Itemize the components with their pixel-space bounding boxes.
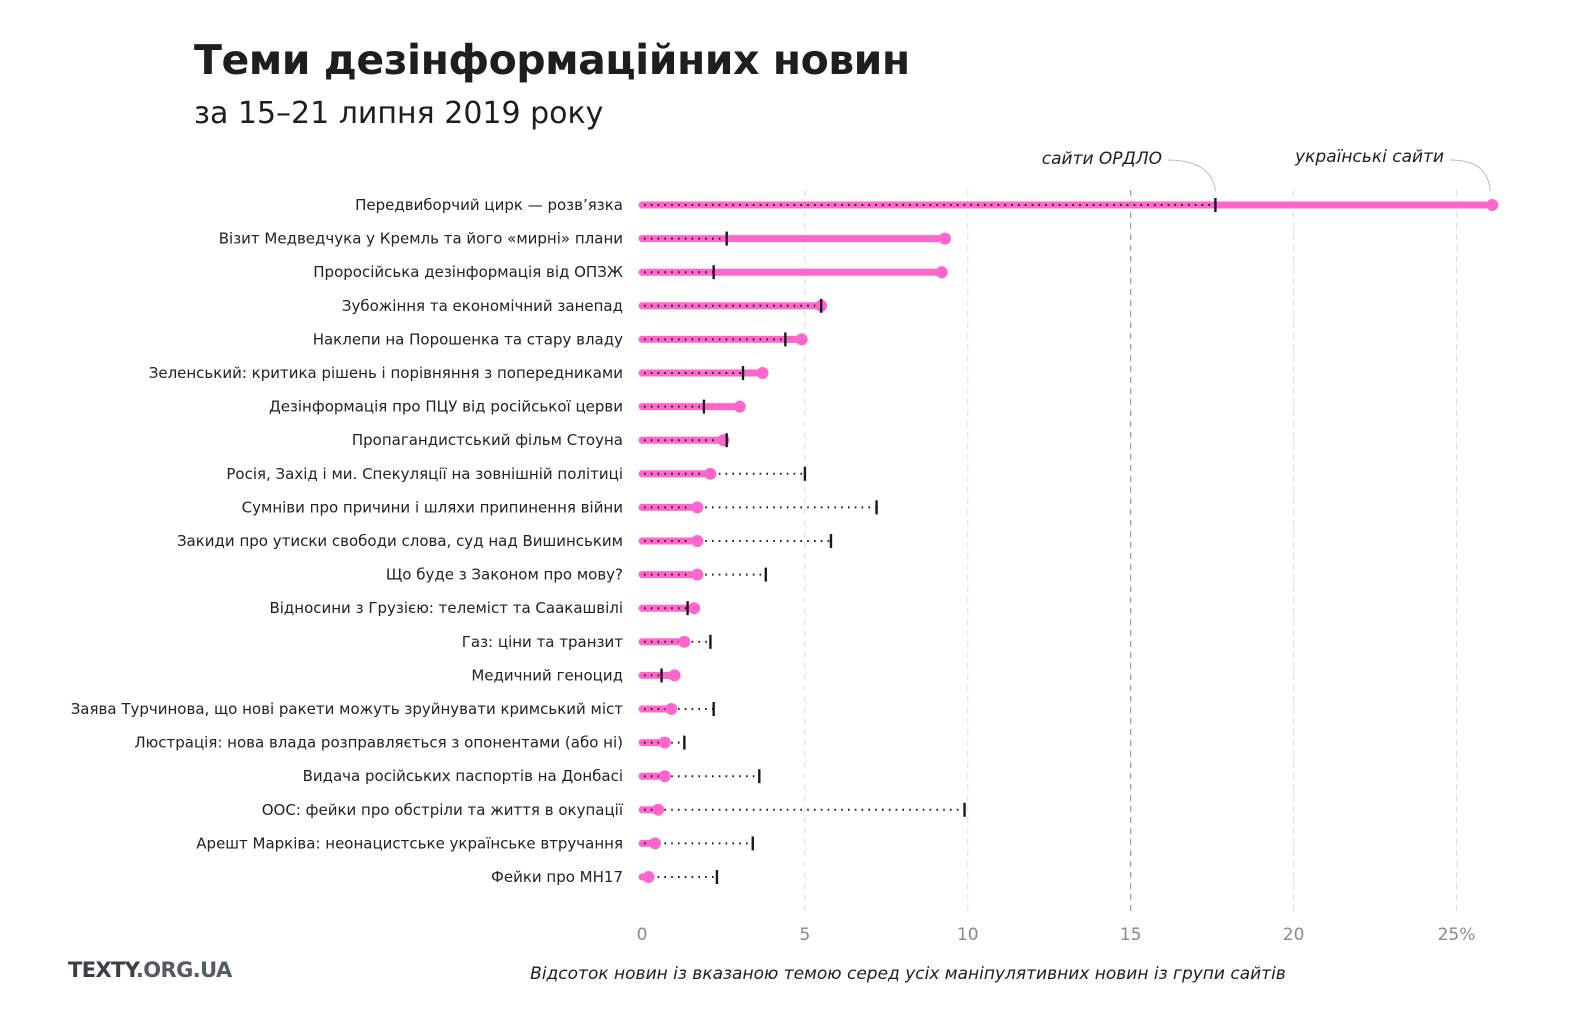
category-label: Заява Турчинова, що нові ракети можуть з…	[71, 700, 624, 718]
annotations: сайти ОРДЛО українські сайти	[1042, 147, 1491, 192]
data-row	[638, 332, 808, 347]
data-row	[638, 433, 730, 448]
grid-lines	[804, 190, 1457, 915]
chart-subtitle: за 15–21 липня 2019 року	[194, 96, 604, 131]
data-row	[638, 836, 754, 851]
category-label: Передвиборчий цирк — розв’язка	[355, 196, 623, 214]
ukrainian-point	[688, 602, 701, 615]
category-label: Пропагандистський фільм Стоуна	[352, 431, 623, 449]
category-label: Газ: ціни та транзит	[462, 633, 624, 651]
ukrainian-point	[691, 568, 704, 581]
data-row	[638, 668, 681, 683]
ukrainian-point	[665, 703, 678, 715]
data-row	[638, 702, 715, 716]
category-label: Наклепи на Порошенка та стару владу	[313, 330, 623, 348]
category-label: Росія, Захід і ми. Спекуляції на зовнішн…	[226, 465, 623, 483]
ukrainian-point	[795, 333, 808, 346]
x-tick-label: 15	[1120, 925, 1142, 945]
category-label: Візит Медведчука у Кремль та його «мирні…	[219, 230, 623, 248]
data-row	[638, 366, 769, 380]
ukrainian-point	[691, 501, 704, 514]
ukrainian-point	[691, 535, 704, 547]
data-row	[638, 500, 878, 515]
ukrainian-point	[668, 669, 681, 682]
ukrainian-point	[649, 837, 662, 850]
category-label: Фейки про МН17	[491, 868, 623, 886]
brand-domain: .ORG.UA	[135, 958, 232, 982]
category-label: Арешт Марківа: неонацистське українське …	[196, 834, 623, 852]
annotation-connector-ordlo	[1167, 159, 1216, 192]
ukrainian-point	[1486, 199, 1499, 211]
data-row	[638, 634, 712, 649]
x-tick-label: 5	[799, 925, 810, 945]
data-row	[638, 870, 719, 884]
ukrainian-point	[658, 736, 671, 749]
data-row	[638, 298, 828, 313]
category-label: Проросійська дезінформація від ОПЗЖ	[313, 263, 623, 281]
ukrainian-point	[938, 232, 951, 245]
ukrainian-point	[756, 367, 769, 379]
annotation-connector-ukrainian	[1449, 159, 1491, 192]
x-tick-label: 25%	[1438, 925, 1476, 945]
data-row	[638, 601, 701, 616]
data-row	[638, 265, 948, 280]
x-tick-label: 10	[957, 925, 979, 945]
data-row	[638, 198, 1499, 212]
category-label: Люстрація: нова влада розправляється з о…	[134, 734, 623, 752]
ukrainian-point	[658, 770, 671, 783]
ukrainian-point	[704, 467, 717, 480]
data-row	[638, 769, 761, 784]
ukrainian-point	[678, 635, 691, 648]
annotation-ordlo: сайти ОРДЛО	[1042, 149, 1162, 169]
category-label: Відносини з Грузією: телеміст та Саакашв…	[269, 599, 623, 617]
annotation-ukrainian: українські сайти	[1294, 147, 1444, 167]
category-label: Дезінформація про ПЦУ від російської цер…	[269, 398, 623, 416]
data-row	[638, 231, 951, 246]
ukrainian-point	[642, 871, 655, 883]
brand-main: TEXTY	[68, 958, 137, 982]
ukrainian-point	[733, 400, 746, 413]
x-axis-title: Відсоток новин із вказаною темою серед у…	[530, 964, 1286, 984]
x-tick-label: 0	[637, 925, 648, 945]
data-row	[638, 466, 807, 481]
category-label: Зеленський: критика рішень і порівняння …	[149, 364, 623, 382]
category-label: Сумніви про причини і шляхи припинення в…	[242, 498, 623, 516]
category-label: ООС: фейки про обстріли та життя в окупа…	[262, 801, 624, 819]
category-label: Медичний геноцид	[471, 666, 623, 684]
data-row	[638, 534, 833, 548]
brand-logo: TEXTY.ORG.UA	[68, 958, 232, 982]
data-row	[638, 399, 746, 414]
category-label: Видача російських паспортів на Донбасі	[303, 767, 623, 785]
x-tick-label: 20	[1283, 925, 1305, 945]
data-row	[638, 567, 768, 582]
data-row	[638, 802, 966, 817]
ukrainian-point	[935, 266, 948, 279]
ukrainian-point	[652, 803, 665, 816]
category-labels: Передвиборчий цирк — розв’язка Візит Медв…	[71, 196, 624, 886]
category-label: Закиди про утиски свободи слова, суд над…	[177, 532, 623, 550]
data-marks	[638, 198, 1499, 884]
category-label: Що буде з Законом про мову?	[386, 566, 623, 584]
x-axis: 0 5 10 15 20 25%	[637, 925, 1476, 945]
category-label: Зубожіння та економічний занепад	[342, 297, 623, 315]
data-row	[638, 735, 686, 750]
chart-title: Теми дезінформаційних новин	[194, 36, 910, 84]
